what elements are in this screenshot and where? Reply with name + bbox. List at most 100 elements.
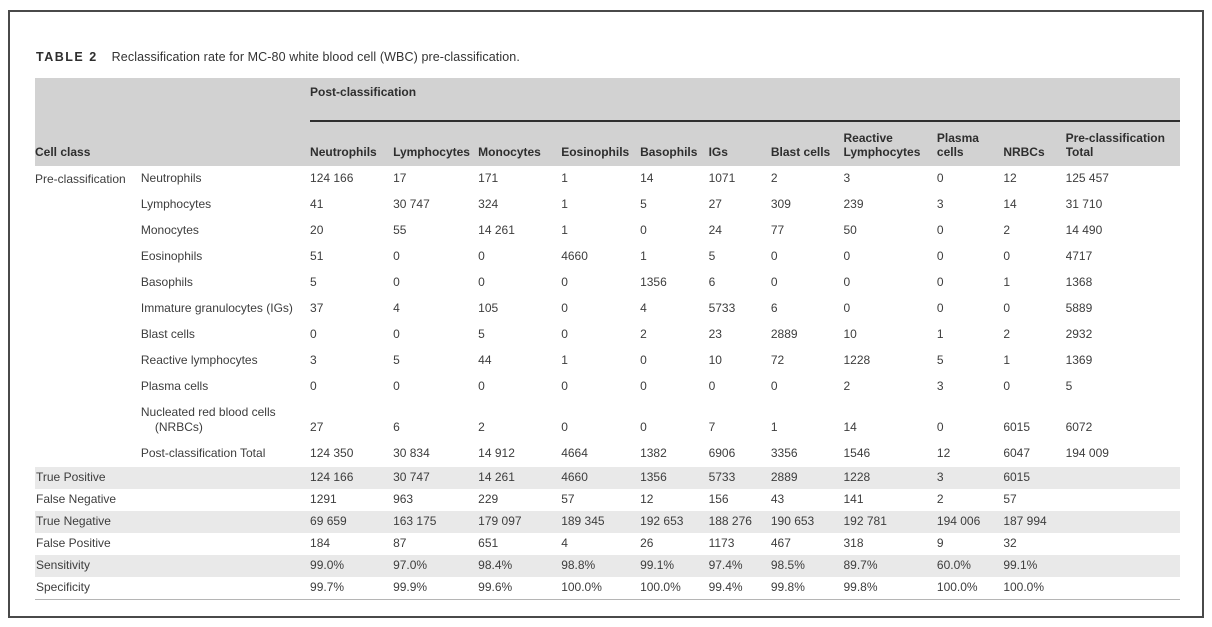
row-label: True Negative: [35, 511, 311, 533]
cell: 0: [640, 379, 647, 393]
cell: 0: [936, 223, 944, 237]
cell: 10: [843, 327, 857, 341]
row-label: Basophils: [140, 275, 193, 289]
cell: 2: [478, 420, 485, 434]
table-number: TABLE 2: [36, 50, 98, 64]
row-label: Sensitivity: [35, 555, 311, 577]
cell: 0: [478, 379, 485, 393]
cell: 0: [770, 275, 778, 289]
cell: 5: [1065, 379, 1073, 393]
cell: 179 097: [478, 511, 562, 533]
table-row-reactive-lymphocytes: Reactive lymphocytes 3 5 44 1 0 10 72 12…: [35, 348, 1180, 374]
cell: 99.6%: [478, 580, 513, 594]
cell: 0: [393, 327, 400, 341]
table-row-post-classification-total: Post-classification Total 124 350 30 834…: [35, 441, 1180, 467]
row-label: Monocytes: [140, 223, 199, 237]
cell: 1291: [310, 492, 337, 506]
cell: 2: [1003, 223, 1010, 237]
cell: 26: [640, 536, 654, 550]
cell: 97.4%: [708, 555, 771, 577]
row-group-label: Pre-classification: [35, 172, 126, 186]
cell: 2932: [1065, 327, 1093, 341]
cell: 6072: [1065, 420, 1093, 434]
cell: 55: [393, 223, 407, 237]
cell: 4660: [561, 249, 588, 263]
cell: 1546: [843, 446, 871, 460]
cell: 14 261: [478, 223, 515, 237]
cell: 9: [936, 536, 944, 550]
cell: 0: [310, 327, 317, 341]
cell: 99.1%: [640, 555, 709, 577]
cell: 3: [310, 353, 317, 367]
cell: 12: [1003, 171, 1017, 185]
table-row-blast-cells: Blast cells 0 0 5 0 2 23 2889 10 1 2 293…: [35, 322, 1180, 348]
cell: 0: [640, 223, 647, 237]
cell: 2889: [770, 327, 798, 341]
cell: 50: [843, 223, 857, 237]
cell: 0: [1003, 249, 1010, 263]
cell: 72: [770, 353, 785, 367]
cell: 89.7%: [843, 555, 937, 577]
cell: 12: [936, 446, 951, 460]
cell: 2: [843, 379, 851, 393]
cell: 6: [770, 301, 778, 315]
table-row-false-negative: False Negative 1291 963 229 57 12 156 43…: [35, 489, 1180, 511]
cell: 0: [393, 379, 400, 393]
cell: 100.0%: [640, 580, 681, 594]
cell: 69 659: [310, 511, 394, 533]
cell: 5: [708, 249, 716, 263]
column-header-cell-class: Cell class: [35, 121, 311, 166]
cell: [1066, 533, 1180, 555]
cell: 57: [561, 492, 575, 506]
cell: 43: [770, 492, 785, 506]
cell: 0: [936, 420, 944, 434]
row-label: Nucleated red blood cells (NRBCs): [140, 405, 276, 434]
cell: 3: [843, 171, 851, 185]
cell: 1228: [843, 353, 871, 367]
cell: 99.4%: [708, 580, 743, 594]
cell: 2: [936, 492, 944, 506]
cell: 309: [770, 197, 791, 211]
cell: 0: [936, 275, 944, 289]
cell: 12: [640, 492, 654, 506]
cell: 0: [640, 420, 647, 434]
row-label: Blast cells: [140, 327, 195, 341]
cell: 4660: [561, 467, 641, 489]
cell: 105: [478, 301, 499, 315]
cell: 60.0%: [936, 555, 1004, 577]
cell: 2889: [770, 467, 844, 489]
cell: 14 490: [1065, 223, 1103, 237]
cell: 194 006: [936, 511, 1004, 533]
row-label: Specificity: [36, 580, 91, 594]
cell: 5: [310, 275, 317, 289]
cell: 1228: [843, 467, 937, 489]
column-header-reactive-lymphocytes: Reactive Lymphocytes: [843, 121, 937, 166]
cell: 171: [478, 171, 499, 185]
cell: 156: [708, 492, 729, 506]
row-label: True Positive: [35, 467, 311, 489]
cell: 125 457: [1065, 171, 1109, 185]
cell: 14 261: [478, 467, 562, 489]
cell: 1: [561, 171, 568, 185]
cell: 98.4%: [478, 555, 562, 577]
cell: 2: [770, 171, 778, 185]
cell: 0: [843, 301, 851, 315]
cell: 467: [770, 536, 791, 550]
cell: 5: [393, 353, 400, 367]
cell: 1369: [1065, 353, 1093, 367]
cell: 4717: [1065, 249, 1093, 263]
table-row-monocytes: Monocytes 20 55 14 261 1 0 24 77 50 0 2 …: [35, 218, 1180, 244]
table-row-basophils: Basophils 5 0 0 0 1356 6 0 0 0 1 1368: [35, 270, 1180, 296]
row-label: Post-classification Total: [140, 446, 266, 460]
cell: 99.7%: [310, 580, 345, 594]
cell: 51: [310, 249, 324, 263]
table-row-nrbcs: Nucleated red blood cells (NRBCs) 27 6 2…: [35, 400, 1180, 441]
cell: 27: [310, 420, 324, 434]
cell: 2: [640, 327, 647, 341]
cell: 651: [478, 536, 499, 550]
cell: 0: [1003, 379, 1010, 393]
cell: 0: [561, 301, 568, 315]
cell: 17: [393, 171, 407, 185]
cell: 3: [936, 379, 944, 393]
table-row-true-positive: True Positive 124 166 30 747 14 261 4660…: [35, 467, 1180, 489]
